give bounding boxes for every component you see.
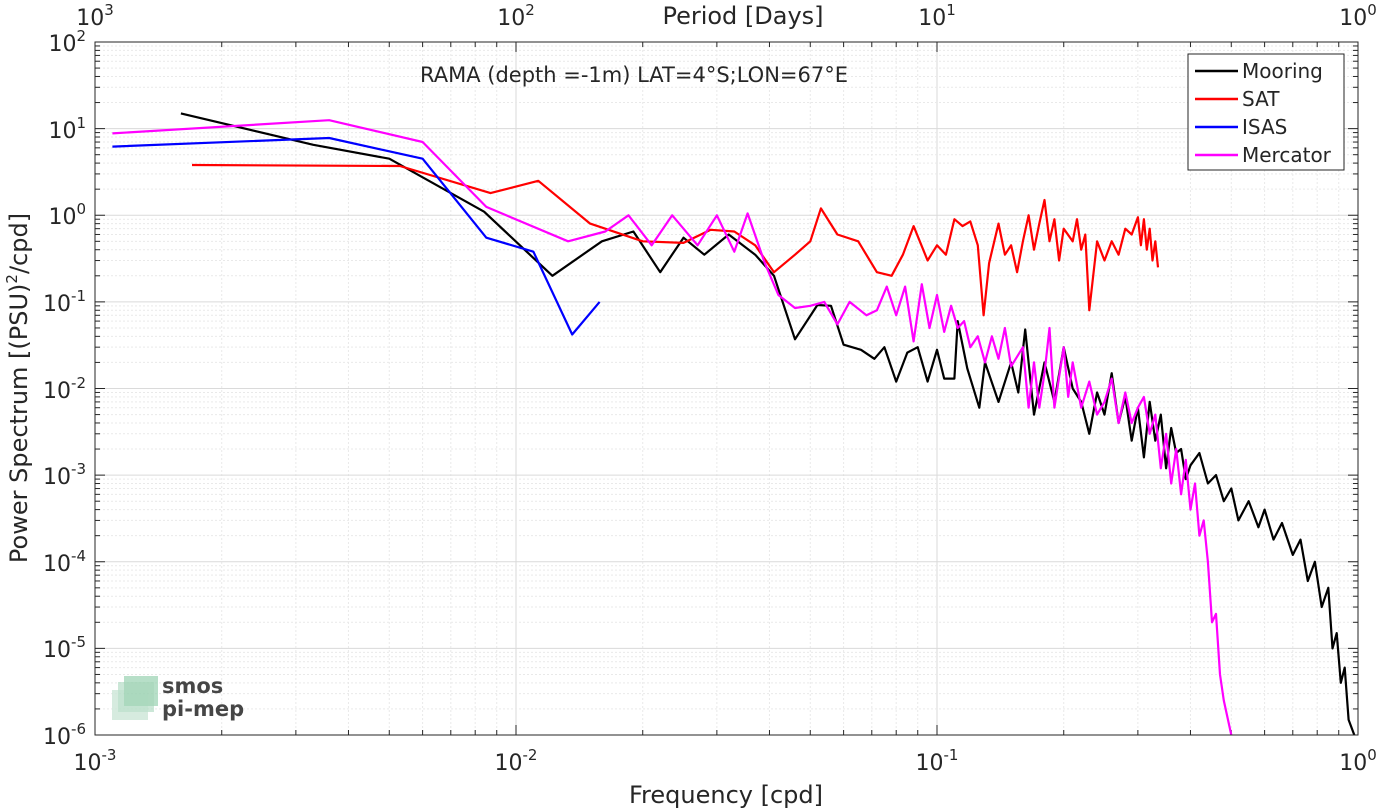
top-tick-label: 102 <box>497 1 535 31</box>
legend-box <box>1187 53 1345 171</box>
y-tick-label: 10-1 <box>43 287 86 317</box>
series-lines <box>112 112 1356 735</box>
x-axis-label: Frequency [cpd] <box>629 781 823 809</box>
grid <box>94 42 1358 736</box>
axes-box <box>94 41 1359 736</box>
x-tick-label: 10-3 <box>74 746 117 776</box>
logo-text-smos: smos <box>162 674 223 698</box>
legend-label-mercator: Mercator <box>1242 143 1332 167</box>
series-line-sat <box>191 163 1160 317</box>
legend-label-sat: SAT <box>1242 87 1280 111</box>
top-axis-label: Period [Days] <box>662 2 823 30</box>
y-tick-label: 101 <box>48 114 86 144</box>
tick-marks <box>94 42 1358 736</box>
smos-pimep-logo: smos pi-mep <box>112 674 244 721</box>
y-tick-label: 10-4 <box>43 547 86 577</box>
series-line-isas <box>112 136 601 336</box>
chart-title: RAMA (depth =-1m) LAT=4°S;LON=67°E <box>420 63 848 87</box>
y-tick-label: 10-5 <box>43 633 86 663</box>
legend-label-mooring: Mooring <box>1242 59 1323 83</box>
logo-layer <box>124 676 158 706</box>
series-line-mooring <box>180 112 1356 735</box>
y-tick-label: 10-3 <box>43 460 86 490</box>
y-tick-label: 102 <box>48 27 86 57</box>
series-line-mercator <box>112 119 1233 735</box>
top-tick-label: 103 <box>76 1 114 31</box>
y-axis-label: Power Spectrum [(PSU)2/cpd] <box>3 213 33 563</box>
legend-label-isas: ISAS <box>1242 115 1287 139</box>
y-tick-label: 10-2 <box>43 374 86 404</box>
top-tick-labels: 103 102 101 100 <box>76 1 1377 31</box>
y-tick-label: 10-6 <box>43 720 86 750</box>
x-tick-labels: 10-3 10-2 10-1 100 <box>74 746 1377 776</box>
y-tick-label: 100 <box>48 200 86 230</box>
x-tick-label: 10-2 <box>495 746 538 776</box>
top-tick-label: 100 <box>1339 1 1377 31</box>
y-tick-labels: 102 101 100 10-1 10-2 10-3 10-4 10-5 10-… <box>43 27 86 750</box>
x-tick-label: 100 <box>1339 746 1377 776</box>
logo-text-pimep: pi-mep <box>162 697 244 721</box>
top-tick-label: 101 <box>918 1 956 31</box>
x-tick-label: 10-1 <box>916 746 959 776</box>
legend: Mooring SAT ISAS Mercator <box>1187 53 1345 171</box>
